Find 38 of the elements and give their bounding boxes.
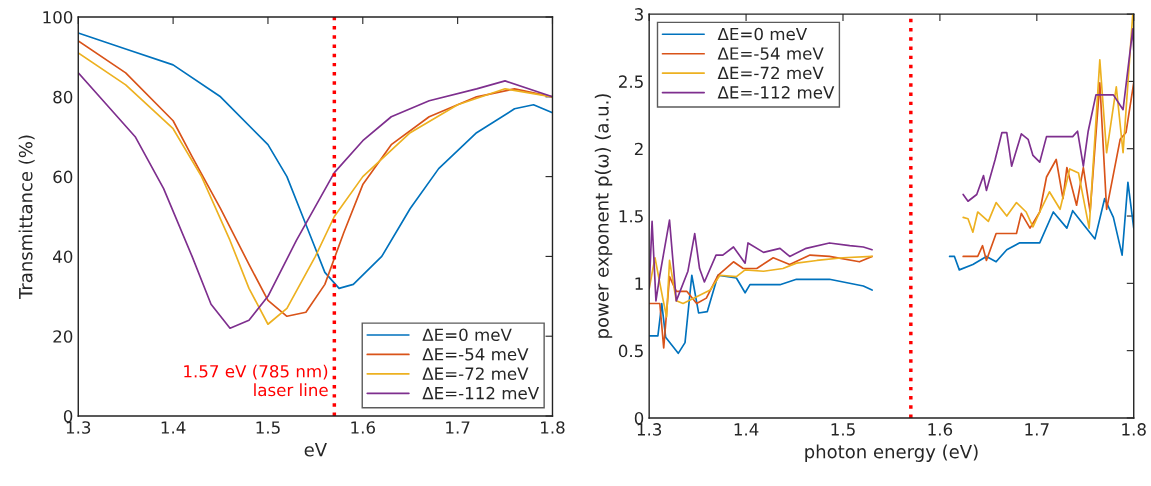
x-tick-label: 1.4: [734, 423, 759, 436]
y-tick-label: 2: [634, 142, 643, 156]
x-tick-label: 1.7: [446, 421, 470, 434]
x-tick-label: 1.3: [637, 423, 662, 436]
x-axis-title: photon energy (eV): [805, 444, 978, 462]
y-tick-label: 20: [53, 330, 73, 343]
y-tick-label: 1.5: [619, 210, 643, 223]
x-tick-label: 1.8: [541, 421, 565, 434]
x-tick-label: 1.5: [831, 423, 855, 436]
y-tick-label: 0.5: [618, 344, 643, 358]
legend-label: ΔE=-54 meV: [717, 47, 824, 60]
y-axis-title: Transmittance (%): [18, 135, 35, 300]
legend-label: ΔE=-112 meV: [717, 86, 835, 99]
legend-label: ΔE=-54 meV: [422, 348, 529, 361]
y-tick-label: 40: [53, 250, 73, 263]
y-tick-label: 3: [634, 8, 643, 21]
legend-label: ΔE=0 meV: [717, 27, 808, 41]
x-axis-title: eV: [304, 443, 327, 457]
x-tick-label: 1.5: [256, 421, 280, 434]
y-tick-label: 100: [43, 10, 73, 24]
legend-label: ΔE=-72 meV: [422, 367, 529, 380]
x-tick-label: 1.3: [66, 421, 91, 434]
y-tick-label: 60: [53, 170, 73, 184]
y-axis-title: power exponent p(ω) (a.u.): [594, 94, 613, 338]
y-tick-label: 0: [63, 409, 73, 423]
x-tick-label: 1.7: [1025, 423, 1049, 436]
y-tick-label: 80: [53, 90, 73, 104]
y-tick-label: 2.5: [619, 75, 643, 88]
y-tick-label: 1: [635, 277, 643, 290]
legend-label: ΔE=-112 meV: [422, 386, 540, 400]
legend-label: ΔE=0 meV: [422, 328, 512, 342]
y-tick-label: 0: [634, 411, 644, 425]
ref-line-label: 1.57 eV (785 nm) laser line: [184, 364, 328, 397]
x-tick-label: 1.6: [928, 423, 953, 436]
x-tick-label: 1.6: [351, 421, 375, 434]
x-tick-label: 1.4: [161, 421, 186, 434]
legend-label: ΔE=-72 meV: [717, 66, 824, 80]
x-tick-label: 1.8: [1122, 423, 1146, 436]
